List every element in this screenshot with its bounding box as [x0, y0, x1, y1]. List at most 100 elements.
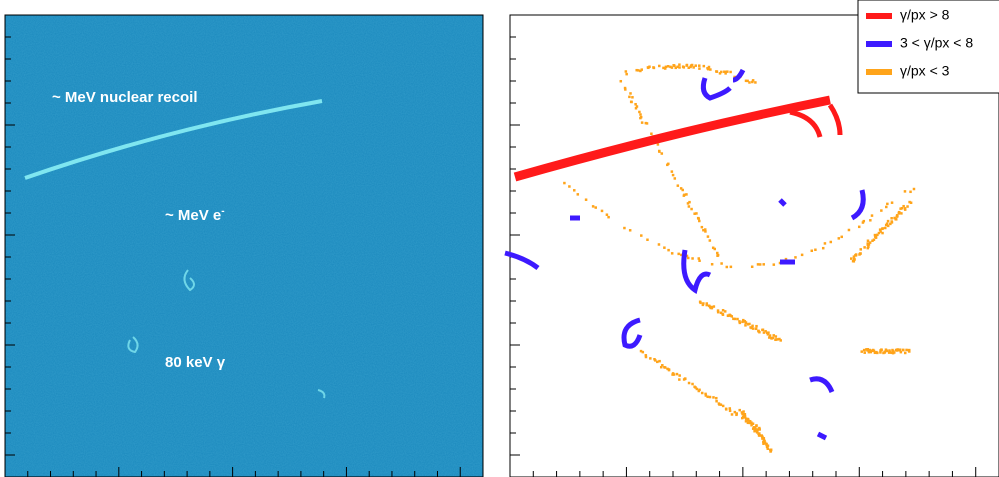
annotation-text: ~ MeV e — [165, 207, 221, 224]
hit — [744, 324, 747, 327]
hit — [715, 397, 718, 400]
hit — [719, 72, 722, 75]
hit — [678, 63, 681, 66]
hit — [701, 226, 704, 229]
hit — [794, 256, 797, 259]
hit — [754, 81, 757, 84]
hit — [711, 263, 714, 266]
hit — [742, 410, 745, 413]
hit — [868, 349, 871, 352]
hit — [652, 66, 655, 69]
hit — [639, 117, 642, 120]
hit — [620, 80, 623, 83]
hit — [850, 257, 853, 260]
hit — [635, 107, 638, 110]
hit — [879, 351, 882, 354]
hit — [663, 246, 666, 249]
hit — [716, 255, 719, 257]
hit — [713, 305, 716, 308]
hit — [880, 209, 883, 212]
hit — [880, 349, 883, 352]
hit — [665, 66, 668, 69]
hit — [691, 257, 694, 260]
hit — [859, 248, 862, 251]
hit — [763, 437, 766, 440]
hit — [684, 377, 687, 380]
hit — [871, 214, 874, 217]
hit — [739, 322, 742, 325]
hit — [685, 193, 688, 196]
hit — [667, 249, 670, 252]
annotation: ~ MeV nuclear recoil — [52, 89, 197, 106]
hit — [758, 331, 761, 334]
hit — [638, 111, 641, 114]
legend-label: 3 < γ/px < 8 — [900, 35, 973, 51]
hit — [698, 64, 701, 67]
hit — [890, 220, 893, 223]
hit — [768, 336, 771, 339]
hit — [699, 301, 702, 304]
hit — [908, 349, 911, 352]
detector-image: ~ MeV nuclear recoil ~ MeV e- 80 keV γ — [5, 15, 483, 477]
hit — [752, 327, 755, 330]
hit — [691, 383, 694, 386]
hit — [881, 232, 884, 235]
hit — [885, 206, 888, 209]
hit — [822, 247, 825, 250]
hit — [658, 150, 661, 153]
hit — [853, 258, 856, 261]
annotation: 80 keV γ — [165, 354, 226, 371]
hit — [869, 219, 872, 222]
hit — [838, 237, 841, 240]
hit — [863, 220, 866, 223]
hit — [743, 413, 746, 416]
hit — [577, 193, 580, 196]
hit — [687, 202, 690, 205]
hit — [646, 122, 649, 125]
hit — [767, 333, 770, 336]
legend-label: γ/px > 8 — [900, 7, 950, 23]
hit — [563, 182, 566, 185]
hit — [905, 349, 908, 352]
hit — [738, 409, 741, 412]
hit — [712, 396, 715, 399]
hit — [726, 266, 729, 269]
hit — [892, 352, 895, 355]
hit — [904, 352, 907, 355]
hit — [775, 338, 778, 341]
hit — [884, 227, 887, 230]
hit — [762, 263, 765, 266]
hit — [734, 318, 737, 321]
hit — [887, 220, 890, 223]
hit — [759, 263, 762, 266]
hit — [676, 373, 679, 376]
hit — [654, 359, 657, 362]
hit — [594, 206, 597, 209]
hit — [751, 265, 754, 268]
hit — [773, 263, 776, 266]
hit — [642, 351, 645, 354]
hit — [913, 188, 916, 191]
hit — [814, 249, 817, 252]
hit — [902, 349, 905, 352]
hit — [668, 368, 671, 371]
hit — [688, 382, 691, 385]
hit — [693, 386, 696, 389]
hit — [715, 400, 718, 403]
hit — [661, 152, 664, 155]
hit — [909, 191, 912, 194]
superscript: - — [221, 206, 224, 217]
hit — [691, 64, 694, 67]
hit — [641, 121, 644, 124]
hit — [658, 243, 661, 246]
hit — [898, 211, 901, 214]
hit — [708, 66, 711, 69]
hit — [623, 227, 626, 230]
hit — [672, 64, 675, 67]
hit — [729, 71, 732, 74]
hit — [707, 235, 710, 238]
hit — [716, 252, 719, 255]
hit — [868, 351, 871, 354]
hit — [683, 66, 686, 69]
hit — [709, 68, 712, 71]
